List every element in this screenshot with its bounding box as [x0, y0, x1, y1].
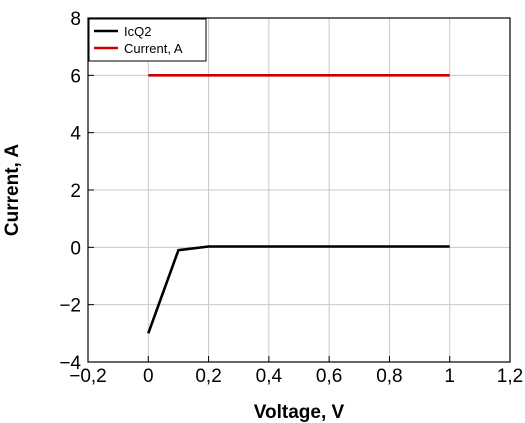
y-tick-label: 2 [70, 181, 81, 202]
series-layer [147, 74, 450, 334]
y-tick-label: −4 [59, 353, 81, 374]
x-axis-label: Voltage, V [254, 402, 345, 423]
x-tick-label: 1,2 [497, 366, 523, 387]
grid [87, 17, 511, 363]
x-tick-label: 0,8 [376, 366, 402, 387]
x-tick-label: 0,2 [195, 366, 221, 387]
y-tick-label: 8 [70, 9, 81, 30]
y-tick-label: 4 [70, 124, 81, 145]
legend-entry: Current, A [124, 41, 183, 56]
series-line-1 [147, 245, 450, 334]
x-tick-label: 0,4 [256, 366, 283, 387]
x-tick-label: 0 [143, 366, 154, 387]
y-axis-label: Current, A [2, 144, 23, 236]
y-tick-label: −2 [59, 296, 81, 317]
x-tick-label: −0,2 [69, 366, 107, 387]
legend: IcQ2 Current, A [88, 18, 207, 62]
x-tick-label: 1 [444, 366, 455, 387]
x-tick-label: 0,6 [316, 366, 342, 387]
legend-entry: IcQ2 [124, 24, 151, 39]
y-tick-label: 6 [70, 66, 81, 87]
tick-labels: −0,2 0 0,2 0,4 0,6 0,8 1 1,2 −4 −2 0 2 4 6 8 [59, 9, 523, 387]
legend-box [88, 18, 207, 62]
y-tick-label: 0 [70, 238, 81, 259]
